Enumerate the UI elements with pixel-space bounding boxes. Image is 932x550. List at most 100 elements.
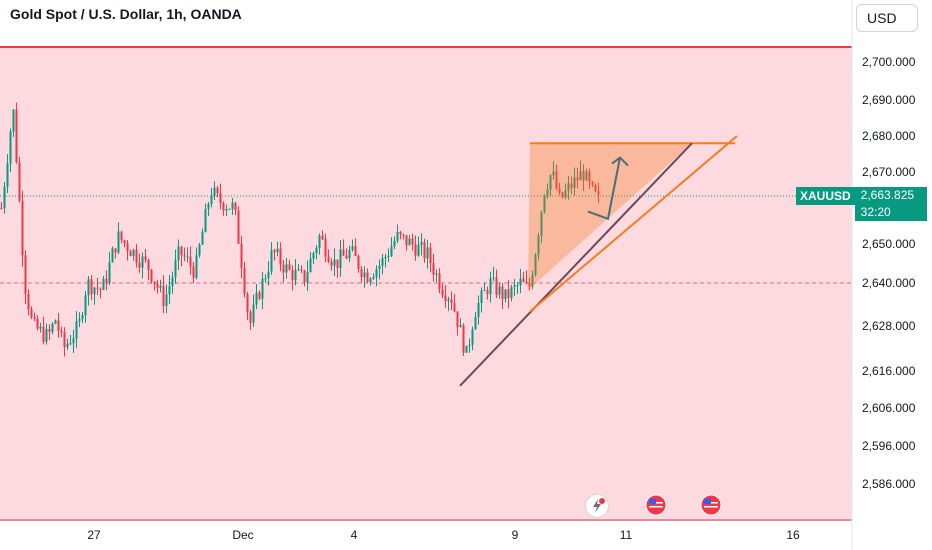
lightning-event-icon[interactable]	[585, 494, 609, 518]
candle	[129, 251, 132, 257]
candle	[21, 200, 24, 256]
candle	[558, 188, 561, 193]
candle	[162, 285, 165, 307]
candle	[27, 293, 30, 310]
candle	[105, 278, 108, 283]
candle	[597, 191, 600, 195]
candle	[123, 240, 126, 244]
candle	[192, 266, 195, 278]
price-tick-label: 2,680.000	[862, 129, 916, 143]
candle	[84, 295, 87, 316]
projection-arrow[interactable]	[587, 157, 621, 221]
candle	[213, 187, 216, 196]
candle	[309, 258, 312, 273]
candle	[216, 187, 219, 194]
candle	[594, 184, 597, 192]
candle	[303, 270, 306, 283]
candle	[0, 208, 3, 209]
candle	[12, 109, 15, 132]
candle	[300, 269, 303, 271]
candle	[45, 328, 48, 342]
currency-button[interactable]: USD	[856, 4, 918, 32]
candle	[234, 202, 237, 211]
current-price-value: 2,663.825	[860, 188, 915, 202]
candle	[315, 247, 318, 254]
candle	[534, 254, 537, 275]
candle	[3, 186, 6, 209]
candle	[339, 249, 342, 269]
candle	[63, 332, 66, 348]
candle	[159, 285, 162, 288]
us-flag-event-icon[interactable]	[700, 494, 722, 516]
candle	[294, 269, 297, 281]
candle	[195, 255, 198, 278]
candle	[177, 246, 180, 261]
price-tick-label: 2,690.000	[862, 93, 916, 107]
candle	[540, 211, 543, 236]
candle	[486, 290, 489, 295]
candle	[102, 278, 105, 290]
trendline-lower[interactable]	[459, 142, 693, 387]
candle	[459, 325, 462, 328]
price-tick-label: 2,700.000	[862, 55, 916, 69]
candle	[336, 259, 339, 269]
candle	[471, 329, 474, 345]
candle	[504, 289, 507, 300]
candle	[15, 109, 18, 163]
candle	[480, 290, 483, 304]
candle	[243, 268, 246, 295]
candle	[324, 238, 327, 257]
candle	[258, 292, 261, 299]
candle	[477, 303, 480, 318]
candle	[126, 243, 129, 252]
price-tick-label: 2,628.000	[862, 319, 916, 333]
candle	[591, 181, 594, 185]
candle	[372, 277, 375, 279]
candle	[333, 259, 336, 266]
arrow-head[interactable]	[611, 156, 629, 167]
trendline-upper[interactable]	[529, 135, 738, 313]
candle	[36, 318, 39, 329]
candle	[360, 268, 363, 278]
price-tick-label: 2,616.000	[862, 364, 916, 378]
candle	[375, 268, 378, 278]
candle	[519, 278, 522, 286]
candle	[474, 317, 477, 330]
candle	[231, 202, 234, 209]
symbol-label: XAUUSD	[796, 187, 855, 205]
candle	[174, 260, 177, 278]
candle	[150, 269, 153, 282]
candle	[348, 249, 351, 259]
candle	[165, 294, 168, 307]
candle	[6, 163, 9, 187]
candle	[135, 249, 138, 263]
candle	[168, 286, 171, 295]
candle	[255, 292, 258, 305]
candle	[312, 253, 315, 259]
candle	[513, 285, 516, 288]
candle	[285, 264, 288, 273]
us-flag-event-icon[interactable]	[645, 494, 667, 516]
candle	[282, 264, 285, 273]
candle	[354, 246, 357, 256]
triangle-pattern[interactable]	[528, 143, 692, 291]
candle	[180, 246, 183, 256]
price-tick-label: 2,596.000	[862, 439, 916, 453]
price-tick-label: 2,586.000	[862, 477, 916, 491]
candle	[291, 269, 294, 281]
candle	[189, 256, 192, 267]
candle	[510, 287, 513, 298]
candle	[306, 272, 309, 283]
candle	[276, 248, 279, 253]
candle	[381, 258, 384, 266]
candle	[93, 287, 96, 295]
candle	[57, 320, 60, 331]
candle	[252, 304, 255, 323]
candle	[228, 208, 231, 210]
candle	[30, 309, 33, 318]
candle	[204, 208, 207, 233]
candle	[267, 271, 270, 279]
candle	[405, 235, 408, 246]
candle	[489, 278, 492, 295]
